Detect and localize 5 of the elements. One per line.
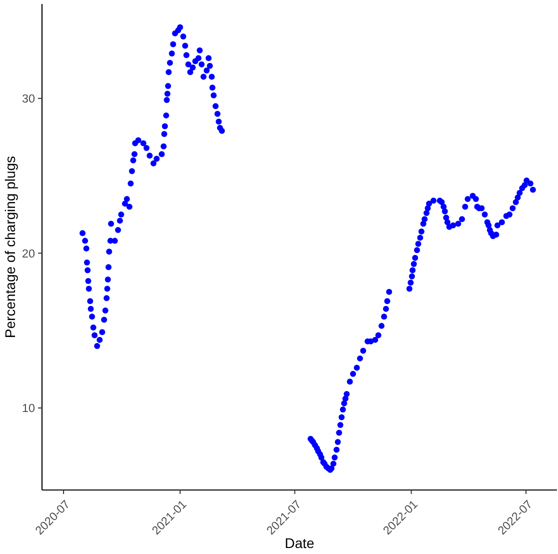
y-tick-label: 30 (22, 92, 36, 106)
x-axis-title: Date (284, 535, 314, 551)
y-axis-title: Percentage of charging plugs (2, 156, 18, 338)
y-tick-label: 10 (22, 402, 36, 416)
y-tick-label: 20 (22, 247, 36, 260)
